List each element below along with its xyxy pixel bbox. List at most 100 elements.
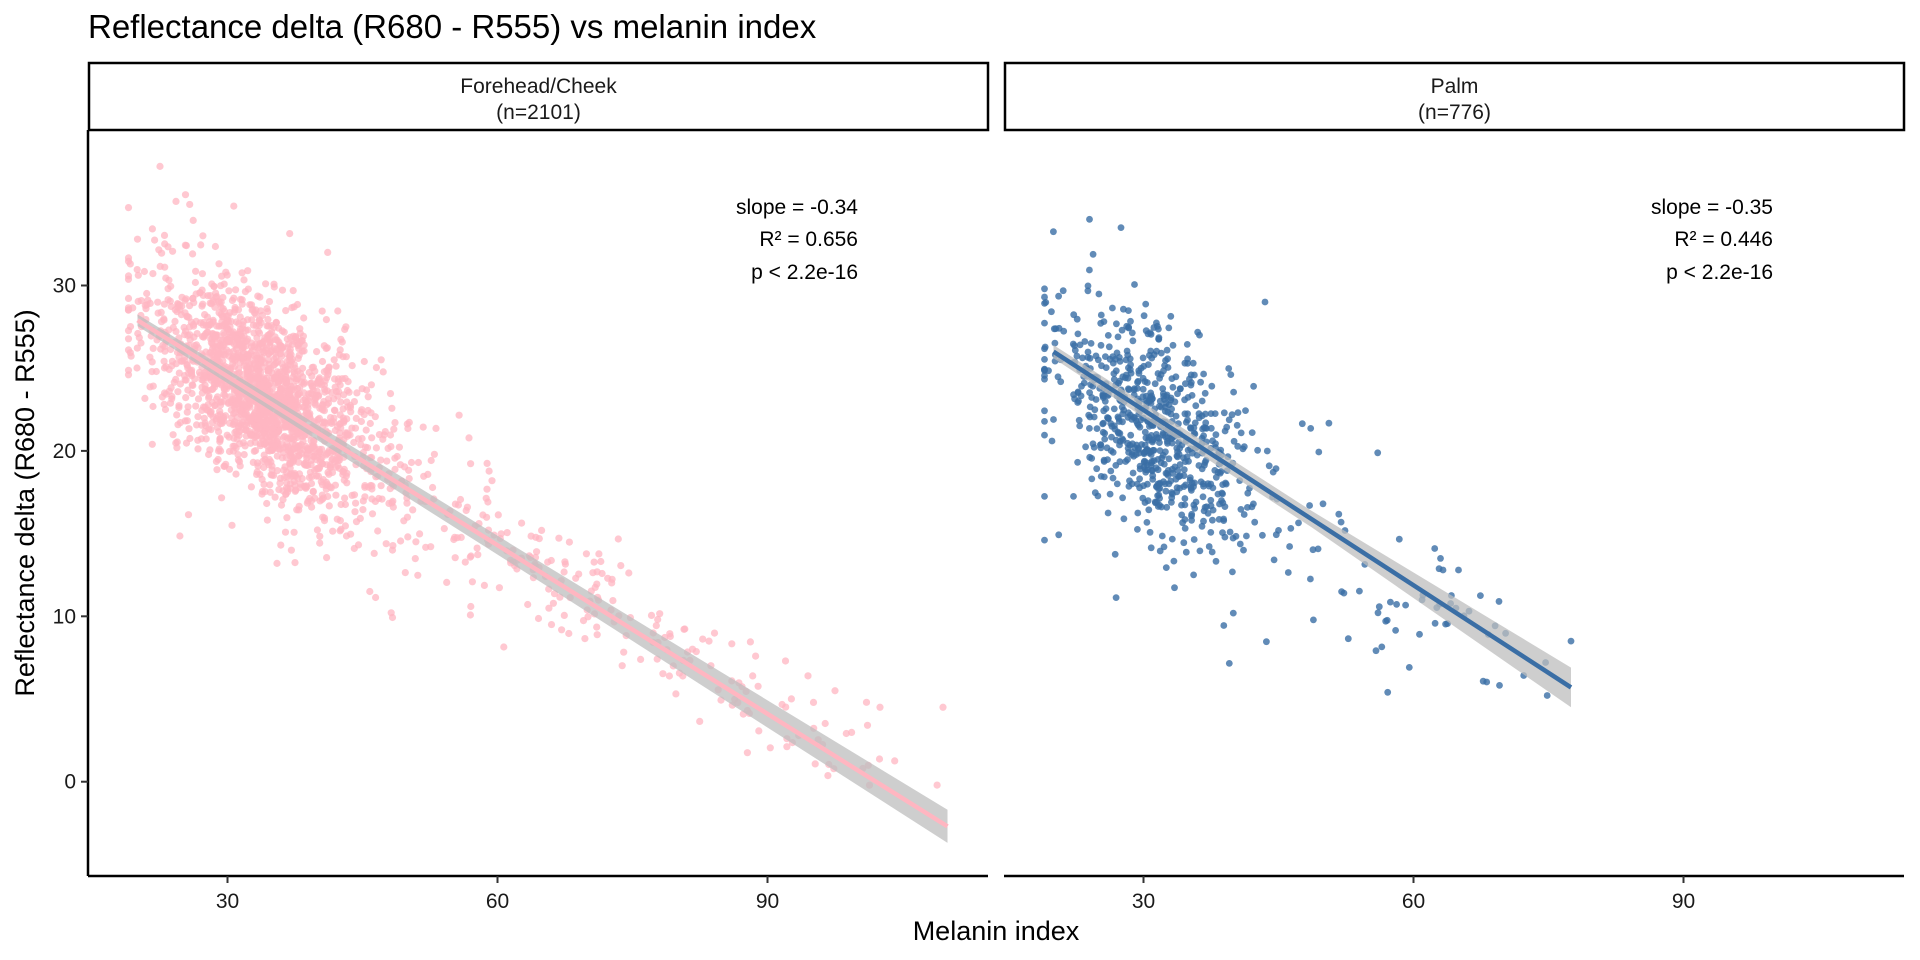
plot-area-forehead-cheek [124, 162, 949, 843]
data-point [1216, 469, 1224, 477]
data-point [143, 289, 151, 298]
data-point [256, 442, 264, 450]
data-point [172, 197, 180, 205]
data-point [342, 532, 351, 540]
data-point [565, 538, 574, 546]
data-point [332, 491, 340, 499]
data-point [277, 384, 285, 393]
data-point [467, 460, 475, 468]
data-point [172, 439, 180, 447]
data-point [388, 613, 397, 622]
data-point [176, 419, 184, 427]
data-point [271, 349, 279, 357]
data-point [485, 467, 493, 475]
data-point [1567, 637, 1575, 645]
data-point [366, 419, 374, 428]
data-point [346, 403, 355, 411]
data-point [1104, 456, 1111, 463]
data-point [1045, 367, 1052, 375]
data-point [1201, 503, 1209, 511]
data-point [186, 331, 194, 339]
strip-palm [1003, 61, 1906, 132]
data-point [124, 254, 133, 262]
data-point [1188, 486, 1195, 494]
data-point [1041, 431, 1048, 439]
data-point [1483, 678, 1491, 686]
data-point [239, 324, 247, 333]
data-point [1136, 475, 1143, 483]
data-point [1169, 383, 1177, 391]
data-point [219, 357, 227, 365]
data-point [659, 670, 667, 678]
data-point [1184, 359, 1191, 367]
data-point [1119, 418, 1126, 426]
y-axis-title: Reflectance delta (R680 - R555) [10, 309, 40, 696]
data-point [198, 389, 206, 397]
data-point [254, 424, 262, 433]
data-point [1099, 428, 1107, 436]
data-point [334, 375, 343, 383]
data-point [575, 570, 583, 578]
data-point [319, 513, 327, 521]
data-point [1069, 340, 1077, 348]
data-point [1141, 499, 1149, 506]
data-point [202, 435, 210, 443]
data-point [1162, 357, 1169, 364]
data-point [1163, 437, 1171, 445]
data-point [1307, 425, 1315, 432]
data-point [1100, 407, 1108, 415]
data-point [1162, 564, 1170, 571]
data-point [222, 460, 230, 468]
data-point [558, 626, 566, 634]
data-point [483, 485, 491, 493]
data-point [754, 682, 762, 690]
data-point [1153, 347, 1160, 355]
data-point [533, 548, 541, 556]
data-point [545, 604, 553, 612]
data-point [209, 344, 217, 353]
data-point [1180, 466, 1188, 474]
data-point [1200, 517, 1207, 525]
data-point [579, 617, 588, 625]
data-point [524, 600, 532, 609]
data-point [256, 340, 264, 348]
data-point [133, 266, 141, 274]
data-point [1263, 638, 1270, 646]
data-point [1187, 424, 1194, 432]
data-point [1199, 493, 1207, 501]
data-point [329, 527, 337, 535]
data-point [260, 451, 268, 459]
data-point [258, 434, 266, 442]
x-axis-ticks-palm: 30 60 90 [1132, 876, 1695, 913]
data-point [1111, 550, 1119, 558]
data-point [182, 394, 190, 402]
data-point [1191, 419, 1199, 427]
data-point [364, 393, 372, 401]
data-point [258, 418, 266, 426]
data-point [1204, 510, 1212, 517]
data-point [1319, 500, 1327, 508]
data-point [1310, 616, 1317, 624]
data-point [353, 389, 361, 397]
data-point [862, 698, 871, 706]
data-point [1198, 522, 1206, 530]
data-point [705, 637, 713, 645]
data-point [1251, 518, 1259, 526]
data-point [1200, 370, 1207, 378]
data-point [210, 376, 218, 384]
data-point [334, 392, 342, 400]
data-point [1431, 545, 1439, 552]
data-point [1118, 326, 1126, 334]
data-point [1089, 250, 1097, 258]
data-point [323, 554, 331, 562]
regression-line [136, 318, 949, 829]
data-point [1205, 543, 1213, 550]
data-point [939, 703, 947, 711]
data-point [360, 411, 368, 419]
data-point [372, 364, 380, 372]
data-point [534, 614, 543, 623]
data-point [1201, 459, 1209, 466]
data-point [401, 569, 409, 577]
data-point [362, 426, 370, 434]
data-point [1146, 528, 1154, 536]
